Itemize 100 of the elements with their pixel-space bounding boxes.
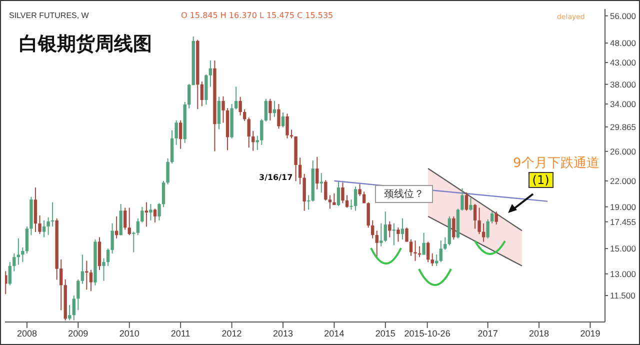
candlestick [354, 186, 358, 212]
candlestick [264, 98, 268, 122]
candlestick [178, 120, 182, 150]
candlestick [268, 98, 272, 121]
candlestick [324, 180, 328, 202]
candlestick [222, 96, 225, 124]
candlestick [478, 207, 481, 235]
x-tick-label: 2019 [580, 328, 600, 338]
candlestick [494, 211, 498, 225]
candlestick [153, 208, 157, 223]
x-tick-label: 2017 [478, 328, 498, 338]
candlestick [144, 202, 148, 228]
y-tick-label: 13.000 [610, 268, 636, 279]
candlestick [350, 199, 353, 210]
candlestick [200, 81, 204, 107]
candlestick [358, 184, 362, 197]
candlestick [286, 113, 289, 139]
x-tick-label: 2015-10-26 [404, 328, 450, 338]
candlestick [384, 211, 388, 242]
y-tick-label: 48.000 [610, 38, 636, 48]
candlestick [80, 254, 84, 284]
candlestick [89, 269, 93, 292]
x-tick-label: 2012 [222, 328, 242, 338]
candlestick [16, 238, 20, 266]
candlestick [400, 218, 404, 240]
candlestick [260, 118, 264, 146]
candlestick [38, 214, 42, 235]
candlestick [486, 218, 490, 239]
candlestick [306, 194, 310, 210]
candlestick [482, 222, 486, 242]
candlestick [439, 240, 442, 263]
candlestick [238, 96, 242, 116]
x-tick-label: 2013 [272, 328, 294, 338]
candlestick [375, 230, 378, 259]
candlestick [422, 232, 426, 256]
y-tick-label: 22.000 [610, 176, 636, 186]
candlestick [242, 108, 246, 122]
candlestick [208, 60, 212, 88]
candlestick [158, 202, 161, 221]
candlestick [162, 180, 166, 208]
y-tick-label: 38.000 [610, 79, 636, 90]
y-tick-label: 29.865 [610, 122, 636, 132]
y-tick-label: 11.500 [610, 290, 636, 301]
text: 白银期货周线图 [19, 32, 152, 57]
annotation: (1) [528, 172, 554, 188]
candlestick [68, 304, 72, 321]
candlestick [316, 156, 319, 190]
y-tick-label: 56.000 [610, 10, 636, 21]
candlestick [345, 194, 349, 208]
x-tick-label: 2009 [68, 328, 88, 338]
candlestick [414, 240, 417, 262]
candlestick [336, 181, 340, 207]
y-tick-label: 15.000 [610, 244, 636, 254]
annotation: 9个月下跌通道 [513, 155, 600, 172]
candlestick [102, 258, 106, 282]
candlestick [409, 238, 413, 256]
candlestick [371, 220, 374, 239]
candlestick [426, 241, 430, 263]
candlestick [217, 96, 221, 130]
candlestick [490, 211, 494, 224]
y-tick-label: 19.000 [610, 202, 636, 212]
y-tick-label: 26.000 [610, 146, 636, 156]
candlestick [21, 246, 24, 263]
candlestick [46, 216, 50, 236]
candlestick [469, 197, 472, 212]
y-tick-label: 43.000 [610, 58, 636, 68]
annotation: 3/16/17 [259, 173, 293, 182]
x-tick-label: 2014 [324, 328, 344, 338]
candlestick [124, 207, 127, 230]
candlestick [366, 202, 370, 228]
candlestick [247, 116, 250, 148]
y-tick-label: 34.000 [610, 99, 636, 109]
annotation: 颈线位？ [374, 184, 433, 203]
candlestick [277, 103, 280, 130]
candlestick [76, 278, 80, 311]
x-tick-label: 2015 [375, 328, 396, 338]
candlestick [396, 227, 400, 242]
candlestick [380, 222, 383, 247]
y-tick-label: 17.455 [610, 216, 636, 227]
chart-subtitle: SILVER FUTURES, W [9, 11, 89, 20]
candlestick [149, 204, 152, 221]
candlestick [128, 207, 131, 236]
x-tick-label: 2010 [119, 328, 140, 338]
candlestick [188, 83, 191, 109]
candlestick [405, 227, 408, 242]
candlestick [12, 252, 16, 272]
candlestick [464, 192, 468, 212]
x-tick-label: 2008 [16, 328, 37, 338]
candlestick [473, 204, 477, 230]
candlestick [174, 120, 178, 146]
candlestick [170, 130, 174, 164]
candlestick [435, 254, 438, 266]
candlestick [444, 236, 447, 250]
candlestick [8, 262, 12, 286]
candlestick [281, 112, 285, 128]
candlestick [140, 206, 144, 223]
candlestick [452, 216, 456, 240]
candlestick [136, 218, 140, 236]
candlestick [388, 220, 392, 238]
candlestick [430, 252, 434, 266]
